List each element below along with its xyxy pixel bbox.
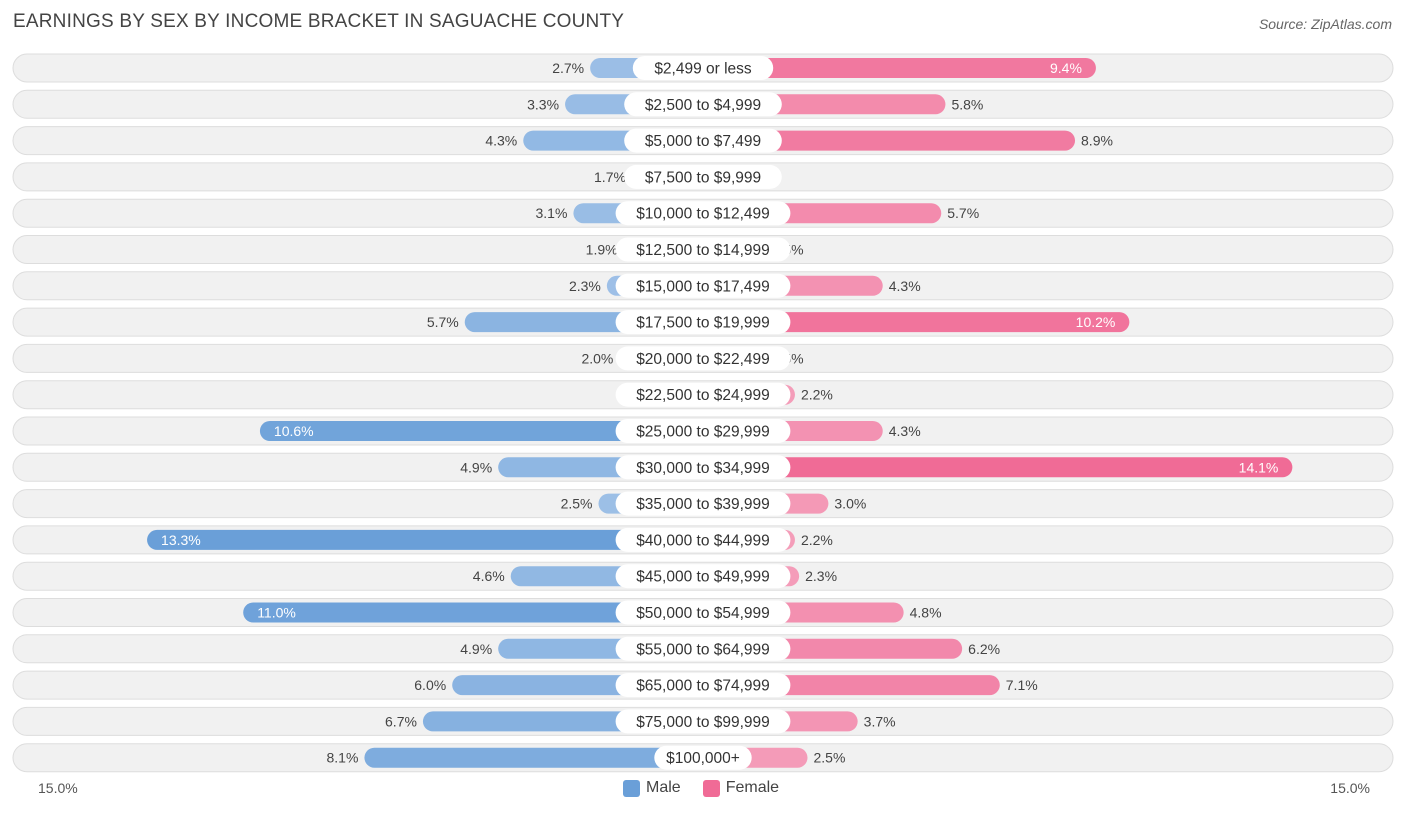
label-male-value: 1.9% — [586, 242, 618, 258]
category-label: $35,000 to $39,999 — [636, 496, 770, 513]
label-male-value: 6.7% — [385, 713, 417, 729]
bar-male — [364, 747, 703, 768]
category-pill — [615, 346, 791, 371]
label-male-value: 4.9% — [460, 641, 492, 657]
category-label: $15,000 to $17,499 — [636, 278, 770, 295]
label-female-value: 3.7% — [864, 713, 896, 729]
category-pill — [615, 527, 791, 552]
category-label: $5,000 to $7,499 — [645, 133, 761, 150]
category-pill — [615, 636, 791, 661]
category-pill — [615, 455, 791, 480]
label-female-value: 7.1% — [1006, 677, 1038, 693]
category-pill — [615, 673, 791, 698]
label-male-value: 2.3% — [569, 278, 601, 294]
label-female-value: 5.8% — [951, 96, 983, 112]
label-female-value: 4.8% — [910, 605, 942, 621]
label-female-value: 9.4% — [1050, 60, 1082, 76]
label-female-value: 2.3% — [805, 568, 837, 584]
label-female-value: 4.3% — [889, 423, 921, 439]
source-label: Source: ZipAtlas.com — [1258, 16, 1392, 32]
bar-female — [703, 457, 1293, 478]
label-male-value: 1.7% — [594, 169, 626, 185]
legend: Male Female — [623, 779, 779, 797]
category-pill — [615, 419, 791, 443]
legend-swatch-male — [623, 779, 640, 797]
label-male-value: 2.5% — [561, 496, 593, 512]
legend-item-male[interactable]: Male — [623, 779, 681, 797]
category-label: $12,500 to $14,999 — [636, 242, 770, 259]
category-label: $65,000 to $74,999 — [636, 678, 770, 695]
bar-male — [259, 421, 703, 441]
category-pill — [615, 273, 791, 298]
category-pill — [624, 164, 782, 189]
bar-female — [703, 312, 1130, 333]
legend-item-female[interactable]: Female — [702, 779, 780, 797]
label-female-value: 2.5% — [814, 750, 846, 766]
category-label: $17,500 to $19,999 — [636, 315, 770, 332]
category-pill — [615, 201, 791, 226]
label-male-value: 10.6% — [274, 423, 314, 439]
category-pill — [624, 92, 782, 117]
axis-right-label: 15.0% — [1330, 780, 1370, 796]
label-male-value: 3.1% — [535, 205, 567, 221]
legend-swatch-female — [702, 779, 720, 797]
legend-label-female: Female — [725, 779, 780, 796]
chart-title: EARNINGS BY SEX BY INCOME BRACKET IN SAG… — [13, 11, 625, 32]
category-label: $22,500 to $24,999 — [636, 387, 770, 404]
axis-left-label: 15.0% — [38, 780, 78, 796]
label-female-value: 2.2% — [801, 532, 833, 548]
label-female-value: 8.9% — [1081, 133, 1113, 149]
category-pill — [615, 491, 791, 516]
category-pill — [632, 56, 774, 80]
category-label: $30,000 to $34,999 — [636, 460, 770, 477]
category-pill — [615, 709, 791, 734]
category-label: $50,000 to $54,999 — [636, 605, 770, 622]
label-male-value: 4.6% — [473, 568, 505, 584]
category-label: $40,000 to $44,999 — [636, 532, 770, 549]
label-male-value: 6.0% — [414, 677, 446, 693]
legend-label-male: Male — [646, 779, 681, 796]
label-female-value: 14.1% — [1239, 459, 1279, 475]
label-male-value: 4.9% — [460, 459, 492, 475]
label-male-value: 2.7% — [552, 60, 584, 76]
label-female-value: 6.2% — [968, 641, 1000, 657]
category-label: $55,000 to $64,999 — [636, 641, 770, 658]
label-male-value: 2.0% — [581, 350, 613, 366]
category-label: $25,000 to $29,999 — [636, 424, 770, 441]
category-pill — [624, 128, 782, 153]
label-female-value: 3.0% — [834, 496, 866, 512]
category-label: $20,000 to $22,499 — [636, 351, 770, 368]
category-label: $2,499 or less — [654, 61, 752, 78]
bar-male — [147, 529, 703, 550]
label-male-value: 3.3% — [527, 96, 559, 112]
label-male-value: 11.0% — [257, 605, 296, 621]
category-pill — [615, 564, 791, 589]
bar-female — [703, 130, 1076, 151]
category-pill — [615, 237, 791, 262]
bar-female — [703, 58, 1096, 78]
label-male-value: 5.7% — [427, 314, 459, 330]
category-label: $2,500 to $4,999 — [645, 97, 761, 114]
category-pill — [654, 745, 752, 770]
label-female-value: 5.7% — [947, 205, 979, 221]
category-label: $45,000 to $49,999 — [636, 569, 770, 586]
label-female-value: 2.2% — [801, 387, 833, 403]
label-male-value: 13.3% — [161, 532, 201, 548]
label-female-value: 10.2% — [1076, 314, 1116, 330]
label-male-value: 4.3% — [485, 133, 517, 149]
category-pill — [615, 310, 791, 335]
category-pill — [615, 600, 791, 625]
bar-male — [243, 602, 703, 623]
label-male-value: 8.1% — [326, 750, 358, 766]
category-label: $10,000 to $12,499 — [636, 206, 770, 223]
category-label: $100,000+ — [666, 750, 740, 767]
category-label: $7,500 to $9,999 — [645, 169, 761, 186]
label-female-value: 4.3% — [889, 278, 921, 294]
category-label: $75,000 to $99,999 — [636, 714, 770, 731]
category-pill — [615, 382, 791, 407]
